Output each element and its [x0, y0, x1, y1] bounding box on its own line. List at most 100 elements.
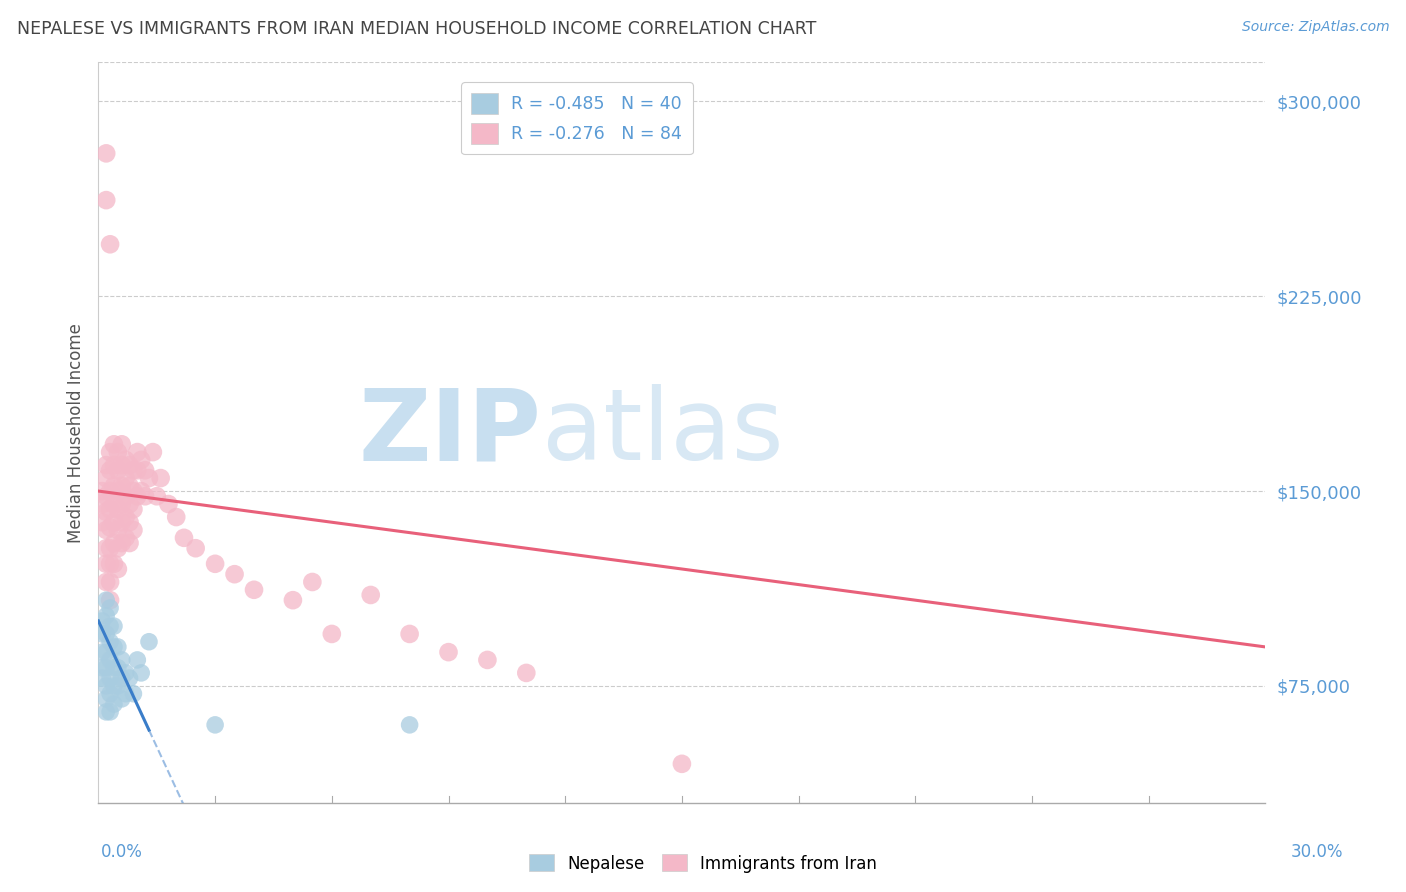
- Point: [96, 679, 118, 693]
- Point: [107, 523, 129, 537]
- Point: [122, 502, 145, 516]
- Point: [91, 484, 114, 499]
- Point: [224, 567, 246, 582]
- Point: [114, 471, 136, 485]
- Point: [437, 645, 460, 659]
- Point: [129, 484, 152, 499]
- Point: [114, 453, 136, 467]
- Point: [142, 445, 165, 459]
- Point: [103, 640, 125, 654]
- Point: [114, 489, 136, 503]
- Point: [107, 502, 129, 516]
- Point: [91, 671, 114, 685]
- Point: [165, 510, 187, 524]
- Point: [243, 582, 266, 597]
- Point: [96, 193, 118, 207]
- Point: [98, 502, 121, 516]
- Point: [103, 437, 125, 451]
- Point: [118, 458, 141, 472]
- Point: [96, 489, 118, 503]
- Y-axis label: Median Household Income: Median Household Income: [66, 323, 84, 542]
- Point: [96, 593, 118, 607]
- Point: [103, 661, 125, 675]
- Point: [118, 536, 141, 550]
- Point: [96, 661, 118, 675]
- Point: [98, 484, 121, 499]
- Point: [114, 531, 136, 545]
- Point: [103, 479, 125, 493]
- Point: [98, 687, 121, 701]
- Point: [111, 479, 134, 493]
- Point: [173, 531, 195, 545]
- Point: [96, 692, 118, 706]
- Point: [111, 437, 134, 451]
- Point: [98, 671, 121, 685]
- Point: [398, 718, 420, 732]
- Point: [398, 627, 420, 641]
- Point: [96, 608, 118, 623]
- Point: [122, 463, 145, 477]
- Point: [360, 588, 382, 602]
- Point: [107, 541, 129, 556]
- Legend: R = -0.485   N = 40, R = -0.276   N = 84: R = -0.485 N = 40, R = -0.276 N = 84: [461, 82, 693, 154]
- Point: [98, 574, 121, 589]
- Point: [98, 705, 121, 719]
- Point: [107, 562, 129, 576]
- Point: [91, 614, 114, 628]
- Point: [103, 697, 125, 711]
- Point: [129, 665, 152, 680]
- Point: [146, 489, 169, 503]
- Point: [98, 237, 121, 252]
- Point: [107, 640, 129, 654]
- Point: [96, 505, 118, 519]
- Point: [118, 671, 141, 685]
- Point: [91, 661, 114, 675]
- Text: ZIP: ZIP: [359, 384, 541, 481]
- Point: [114, 665, 136, 680]
- Point: [107, 445, 129, 459]
- Point: [111, 671, 134, 685]
- Point: [103, 679, 125, 693]
- Point: [98, 653, 121, 667]
- Point: [114, 510, 136, 524]
- Point: [134, 489, 156, 503]
- Point: [103, 557, 125, 571]
- Point: [111, 515, 134, 529]
- Point: [122, 687, 145, 701]
- Point: [204, 718, 226, 732]
- Point: [103, 515, 125, 529]
- Point: [122, 523, 145, 537]
- Point: [114, 687, 136, 701]
- Point: [118, 479, 141, 493]
- Point: [96, 645, 118, 659]
- Point: [127, 489, 149, 503]
- Point: [149, 471, 172, 485]
- Point: [127, 445, 149, 459]
- Point: [134, 463, 156, 477]
- Point: [671, 756, 693, 771]
- Point: [98, 634, 121, 648]
- Point: [103, 619, 125, 633]
- Point: [118, 515, 141, 529]
- Point: [107, 679, 129, 693]
- Point: [127, 463, 149, 477]
- Point: [96, 146, 118, 161]
- Point: [96, 557, 118, 571]
- Point: [138, 634, 160, 648]
- Point: [321, 627, 343, 641]
- Point: [98, 557, 121, 571]
- Point: [98, 445, 121, 459]
- Point: [129, 453, 152, 467]
- Point: [103, 497, 125, 511]
- Point: [157, 497, 180, 511]
- Point: [91, 627, 114, 641]
- Point: [96, 705, 118, 719]
- Point: [98, 601, 121, 615]
- Point: [96, 627, 118, 641]
- Point: [98, 463, 121, 477]
- Legend: Nepalese, Immigrants from Iran: Nepalese, Immigrants from Iran: [523, 847, 883, 880]
- Point: [281, 593, 304, 607]
- Point: [127, 653, 149, 667]
- Point: [91, 645, 114, 659]
- Point: [107, 463, 129, 477]
